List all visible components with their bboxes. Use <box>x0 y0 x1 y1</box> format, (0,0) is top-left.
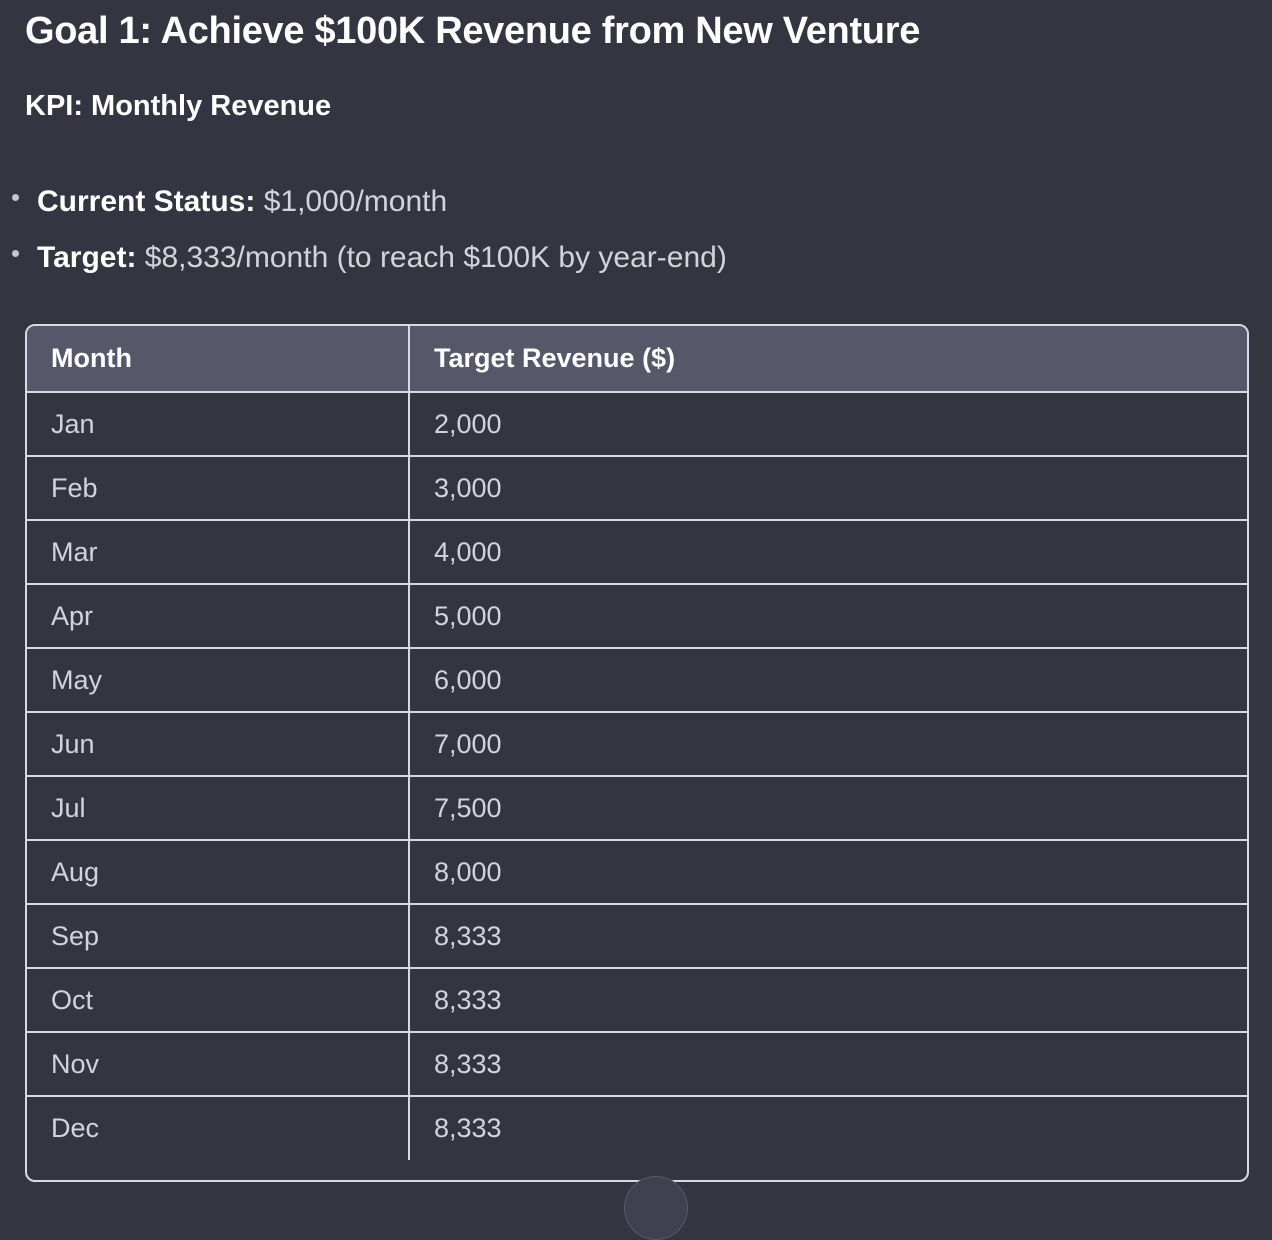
month-cell: Nov <box>27 1032 410 1097</box>
revenue-cell: 8,000 <box>409 840 1247 905</box>
table-row: Aug 8,000 <box>27 840 1247 905</box>
month-cell: May <box>27 648 410 713</box>
list-item-target: Target: $8,333/month (to reach $100K by … <box>0 238 727 294</box>
table-row: Oct 8,333 <box>27 968 1247 1033</box>
table-row: Apr 5,000 <box>27 584 1247 649</box>
current-status-value: $1,000/month <box>255 185 448 218</box>
table-row: Feb 3,000 <box>27 456 1247 521</box>
target-value: $8,333/month (to reach $100K by year-end… <box>136 241 727 274</box>
month-cell: Apr <box>27 584 410 649</box>
revenue-cell: 8,333 <box>409 904 1247 969</box>
list-item-current-status: Current Status: $1,000/month <box>0 182 727 238</box>
target-label: Target: <box>37 241 137 274</box>
table-row: Mar 4,000 <box>27 520 1247 585</box>
column-header-month: Month <box>27 326 410 393</box>
table-header-row: Month Target Revenue ($) <box>27 326 1247 393</box>
bullet-icon <box>12 194 19 201</box>
kpi-title: KPI: Monthly Revenue <box>25 90 332 122</box>
month-cell: Jun <box>27 712 410 777</box>
column-header-target-revenue: Target Revenue ($) <box>409 326 1247 393</box>
month-cell: Jan <box>27 392 410 457</box>
table-row: May 6,000 <box>27 648 1247 713</box>
table-row: Jun 7,000 <box>27 712 1247 777</box>
revenue-cell: 2,000 <box>409 392 1247 457</box>
revenue-cell: 4,000 <box>409 520 1247 585</box>
month-cell: Jul <box>27 776 410 841</box>
revenue-table: Month Target Revenue ($) Jan 2,000 Feb 3,0… <box>27 326 1247 1160</box>
revenue-table-container: Month Target Revenue ($) Jan 2,000 Feb 3,0… <box>25 324 1249 1182</box>
revenue-cell: 7,000 <box>409 712 1247 777</box>
table-row: Nov 8,333 <box>27 1032 1247 1097</box>
revenue-cell: 8,333 <box>434 1113 502 1143</box>
goal-title: Goal 1: Achieve $100K Revenue from New V… <box>25 10 921 52</box>
month-cell: Feb <box>27 456 410 521</box>
month-cell: Mar <box>27 520 410 585</box>
message-content: Goal 1: Achieve $100K Revenue from New V… <box>0 10 1249 1240</box>
revenue-cell: 8,333 <box>409 968 1247 1033</box>
month-cell: Dec <box>27 1096 410 1160</box>
bullet-icon <box>12 250 19 257</box>
revenue-cell: 5,000 <box>409 584 1247 649</box>
month-cell: Aug <box>27 840 410 905</box>
status-list: Current Status: $1,000/month Target: $8,… <box>0 182 727 294</box>
revenue-cell: 6,000 <box>409 648 1247 713</box>
scroll-down-button[interactable] <box>624 1176 688 1240</box>
month-cell: Oct <box>27 968 410 1033</box>
revenue-cell: 8,333 <box>409 1032 1247 1097</box>
table-row: Dec 8,333 <box>27 1096 1247 1160</box>
revenue-cell: 3,000 <box>409 456 1247 521</box>
current-status-label: Current Status: <box>37 185 256 218</box>
table-row: Sep 8,333 <box>27 904 1247 969</box>
table-row: Jul 7,500 <box>27 776 1247 841</box>
table-row: Jan 2,000 <box>27 392 1247 457</box>
month-cell: Sep <box>27 904 410 969</box>
revenue-cell: 7,500 <box>409 776 1247 841</box>
